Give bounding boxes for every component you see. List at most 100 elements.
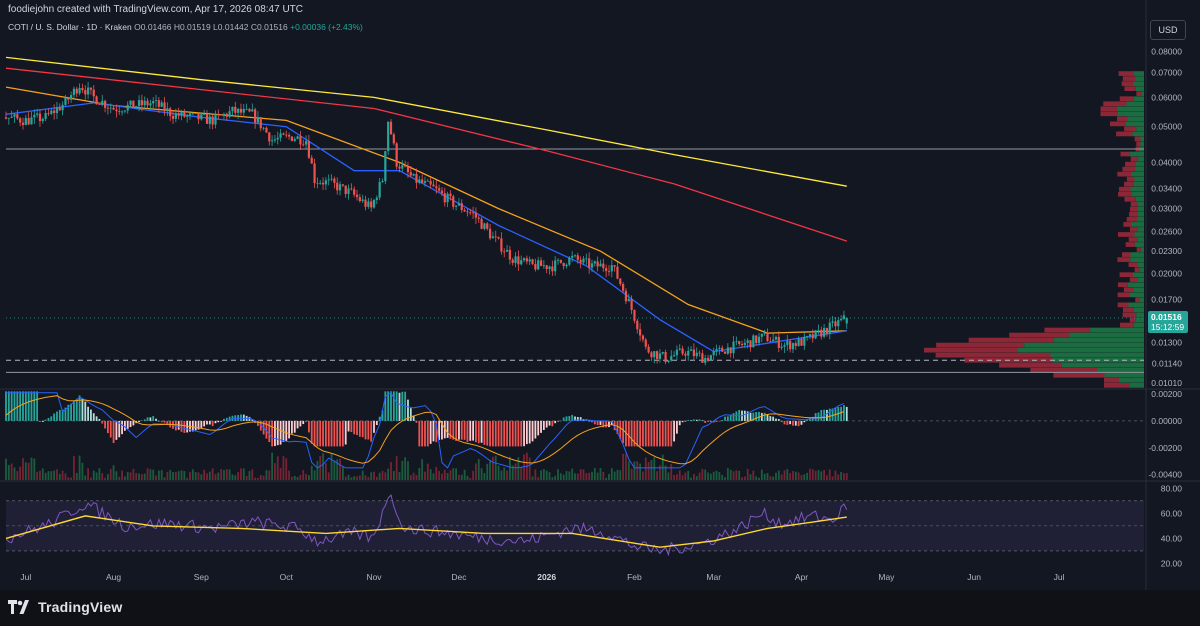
candle-body[interactable] <box>647 346 650 353</box>
candle-body[interactable] <box>514 256 517 264</box>
candle-body[interactable] <box>146 100 149 106</box>
candle-body[interactable] <box>4 117 8 119</box>
candle-body[interactable] <box>559 259 562 263</box>
candle-body[interactable] <box>528 259 531 262</box>
candle-body[interactable] <box>537 260 540 270</box>
candle-body[interactable] <box>551 266 554 272</box>
candle-body[interactable] <box>599 263 602 267</box>
candle-body[interactable] <box>177 113 180 116</box>
candle-body[interactable] <box>582 258 585 263</box>
candle-body[interactable] <box>370 201 373 208</box>
candle-body[interactable] <box>180 111 183 116</box>
candle-body[interactable] <box>667 360 670 363</box>
candle-body[interactable] <box>664 351 667 363</box>
candle-body[interactable] <box>404 165 407 167</box>
candle-body[interactable] <box>47 113 50 114</box>
candle-body[interactable] <box>695 352 698 357</box>
candle-body[interactable] <box>602 263 605 269</box>
candle-body[interactable] <box>721 347 724 352</box>
candle-body[interactable] <box>814 330 817 339</box>
candle-body[interactable] <box>636 320 639 330</box>
candle-body[interactable] <box>140 100 143 106</box>
candle-body[interactable] <box>129 100 132 105</box>
candle-body[interactable] <box>41 118 44 122</box>
candle-body[interactable] <box>290 136 294 141</box>
candle-body[interactable] <box>644 339 647 347</box>
candle-body[interactable] <box>522 258 526 261</box>
candle-body[interactable] <box>282 133 285 135</box>
candle-body[interactable] <box>505 249 509 252</box>
candle-body[interactable] <box>372 199 376 208</box>
candle-body[interactable] <box>191 113 194 114</box>
candle-body[interactable] <box>321 182 325 185</box>
candle-body[interactable] <box>774 336 778 340</box>
candle-body[interactable] <box>44 113 47 119</box>
candle-body[interactable] <box>828 322 831 334</box>
candle-body[interactable] <box>70 95 73 100</box>
candle-body[interactable] <box>330 178 333 180</box>
candle-body[interactable] <box>590 263 594 268</box>
candle-body[interactable] <box>418 179 421 183</box>
candle-body[interactable] <box>429 180 432 185</box>
candle-body[interactable] <box>279 133 282 138</box>
candle-body[interactable] <box>571 255 574 258</box>
candle-body[interactable] <box>353 189 356 195</box>
candle-body[interactable] <box>769 341 772 342</box>
candle-body[interactable] <box>588 258 591 268</box>
candle-body[interactable] <box>296 136 299 139</box>
candle-body[interactable] <box>163 102 166 112</box>
candle-body[interactable] <box>412 173 415 176</box>
candle-body[interactable] <box>698 352 701 354</box>
candle-body[interactable] <box>545 265 548 270</box>
candle-body[interactable] <box>837 320 840 327</box>
candle-body[interactable] <box>92 89 95 97</box>
candle-body[interactable] <box>132 100 135 108</box>
candle-body[interactable] <box>338 184 342 191</box>
candle-body[interactable] <box>234 106 237 113</box>
candle-body[interactable] <box>174 113 177 119</box>
candle-body[interactable] <box>655 351 659 359</box>
candle-body[interactable] <box>197 113 200 120</box>
candle-body[interactable] <box>794 343 797 346</box>
candle-body[interactable] <box>435 186 438 189</box>
candle-body[interactable] <box>10 116 13 118</box>
candle-body[interactable] <box>480 218 483 229</box>
candle-body[interactable] <box>350 188 353 190</box>
candle-body[interactable] <box>67 97 70 100</box>
candle-body[interactable] <box>701 353 704 363</box>
candle-body[interactable] <box>135 106 138 108</box>
candle-body[interactable] <box>364 199 367 207</box>
candle-body[interactable] <box>61 104 64 111</box>
candle-body[interactable] <box>310 157 313 164</box>
candle-body[interactable] <box>27 117 30 125</box>
candle-body[interactable] <box>361 199 364 201</box>
candle-body[interactable] <box>800 338 803 346</box>
candle-body[interactable] <box>81 87 84 91</box>
candle-body[interactable] <box>358 197 361 201</box>
candle-body[interactable] <box>469 212 472 214</box>
candle-body[interactable] <box>534 263 537 270</box>
candle-body[interactable] <box>30 117 33 125</box>
candle-body[interactable] <box>211 116 214 125</box>
candle-body[interactable] <box>670 356 673 361</box>
candle-body[interactable] <box>839 318 843 321</box>
candle-body[interactable] <box>256 117 260 123</box>
candle-body[interactable] <box>616 266 619 279</box>
candle-body[interactable] <box>497 236 500 239</box>
candle-body[interactable] <box>554 260 557 272</box>
candle-body[interactable] <box>834 321 837 327</box>
candle-body[interactable] <box>120 111 124 113</box>
candle-body[interactable] <box>106 107 110 109</box>
candle-body[interactable] <box>735 341 738 342</box>
candle-body[interactable] <box>641 335 645 340</box>
candle-body[interactable] <box>406 166 410 173</box>
candle-body[interactable] <box>443 193 446 203</box>
candle-body[interactable] <box>319 182 322 184</box>
candle-body[interactable] <box>188 113 192 116</box>
candle-body[interactable] <box>777 336 780 349</box>
candle-body[interactable] <box>21 122 25 126</box>
candle-body[interactable] <box>154 100 158 102</box>
candle-body[interactable] <box>273 139 277 141</box>
candle-body[interactable] <box>228 111 231 117</box>
candle-body[interactable] <box>36 113 39 115</box>
